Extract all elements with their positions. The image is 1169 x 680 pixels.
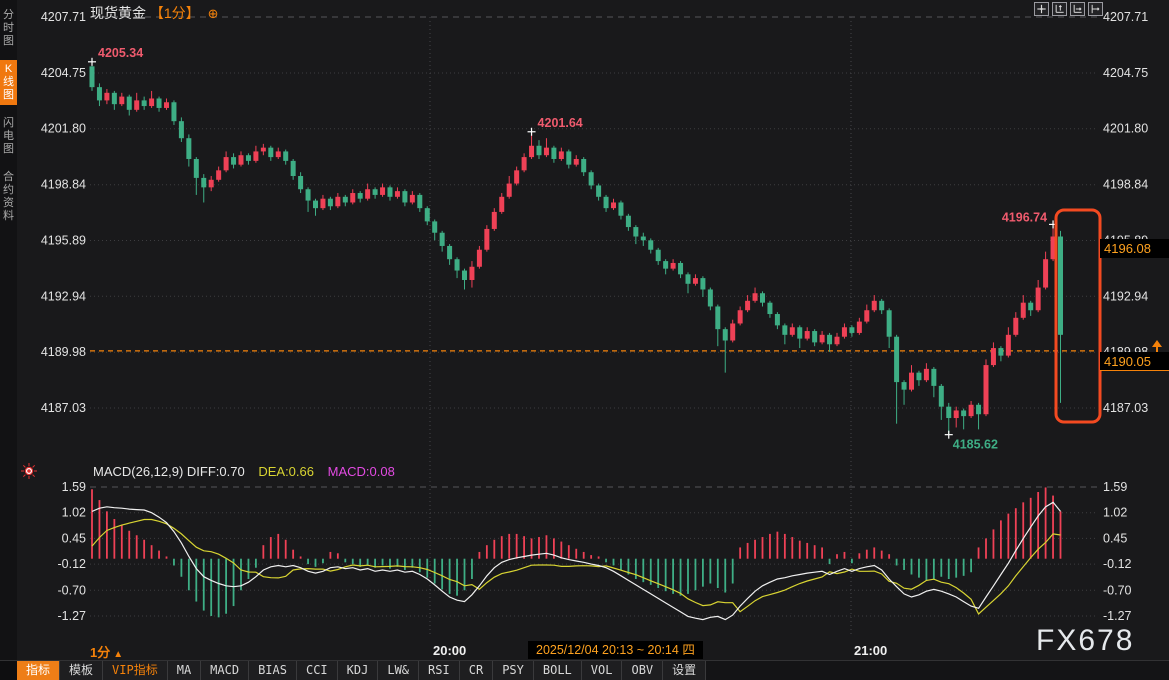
chart-title: 现货黄金 【1分】 ⊕ [90,3,218,23]
indicator-tab-LW&[interactable]: LW& [378,661,420,680]
svg-text:4185.62: 4185.62 [953,438,998,452]
indicator-tab-RSI[interactable]: RSI [419,661,460,680]
macd-axis-label-left: 1.59 [62,480,86,494]
current-price-tag: 4196.08 [1100,239,1169,258]
price-axis-label-right: 4204.75 [1103,66,1148,80]
macd-params-diff-value: MACD(26,12,9) DIFF:0.70 [93,464,245,479]
svg-text:4205.34: 4205.34 [98,46,143,60]
sidebar-tab-3[interactable]: 合约资料 [3,171,14,222]
sidebar-tab-0[interactable]: 分时图 [3,9,14,47]
price-axis-label-left: 4187.03 [41,401,86,415]
indicator-tab-指标[interactable]: 指标 [17,661,61,680]
period-selector[interactable]: 1分 ▲ [90,642,123,661]
macd-axis-label-right: 1.02 [1103,506,1127,520]
macd-histogram [91,487,1062,618]
macd-axis-label-right: -1.27 [1103,609,1132,623]
add-indicator-icon[interactable]: ⊕ [207,6,219,21]
price-axis-label-right: 4198.84 [1103,178,1148,192]
sidebar-tab-2[interactable]: 闪电图 [3,117,14,155]
symbol-name: 现货黄金 [90,5,146,21]
indicator-tab-VIP指标[interactable]: VIP指标 [103,661,168,680]
macd-axis-label-left: -1.27 [58,609,87,623]
indicator-tab-BIAS[interactable]: BIAS [249,661,297,680]
svg-text:4196.74: 4196.74 [1002,210,1047,224]
price-chart-canvas[interactable]: 4207.71 4207.71 4204.75 4204.75 4201.80 4201.… [0,0,1169,660]
chevron-up-icon: ▲ [113,649,124,660]
macd-axis-label-left: -0.12 [58,557,87,571]
price-axis-label-left: 4201.80 [41,122,86,136]
macd-axis-label-right: -0.70 [1103,583,1132,597]
indicator-tab-BOLL[interactable]: BOLL [533,661,582,680]
brand-watermark: FX678 [1036,624,1135,657]
pan-icon[interactable] [1034,2,1049,16]
last-candle-highlight-box [1054,208,1102,424]
svg-text:4201.64: 4201.64 [538,116,583,130]
time-axis-label: 21:00 [854,643,887,658]
macd-axis-label-left: 1.02 [62,506,86,520]
last-trade-price-tag: 4190.05 [1100,352,1169,371]
indicator-tab-OBV[interactable]: OBV [622,661,664,680]
indicator-tab-MA[interactable]: MA [167,661,202,680]
macd-value: MACD:0.08 [327,464,395,479]
y-axis-scale-icon[interactable] [1052,2,1067,16]
candlestick-series [89,61,1063,435]
price-annotation: 4196.74 [1002,210,1058,229]
price-axis-label-right: 4207.71 [1103,10,1148,24]
price-axis-label-left: 4189.98 [41,345,86,359]
price-up-arrow-icon [1152,340,1162,347]
macd-axis-label-left: -0.70 [58,583,87,597]
price-axis-label-left: 4192.94 [41,289,86,303]
macd-axis-label-right: 1.59 [1103,480,1127,494]
indicator-tab-VOL[interactable]: VOL [581,661,623,680]
price-annotation: 4201.64 [527,116,583,136]
period-value: 1分 [90,645,111,660]
shift-right-icon[interactable] [1088,2,1103,16]
macd-axis-label-left: 0.45 [62,531,86,545]
macd-dea-line [91,518,1061,615]
macd-indicator-header: MACD(26,12,9) DIFF:0.70 DEA:0.66 MACD:0.… [93,464,395,479]
interval-label: 【1分】 [149,5,200,21]
price-axis-label-right: 4201.80 [1103,122,1148,136]
chart-type-sidebar: 分时图 K线图闪电图合约资料 [0,0,17,660]
price-annotation: 4185.62 [944,430,998,452]
price-annotation: 4205.34 [88,46,143,66]
price-axis-label-right: 4192.94 [1103,289,1148,303]
chart-toolbar-icons [1034,2,1103,16]
macd-axis-label-right: -0.12 [1103,557,1132,571]
price-axis-label-left: 4207.71 [41,10,86,24]
indicator-tab-CR[interactable]: CR [459,661,494,680]
time-axis-label: 20:00 [433,643,466,658]
sidebar-tab-1[interactable]: K线图 [0,60,17,105]
indicator-tab-PSY[interactable]: PSY [493,661,534,680]
price-axis-label-left: 4204.75 [41,66,86,80]
indicator-tab-KDJ[interactable]: KDJ [337,661,379,680]
macd-diff-line [91,501,1061,621]
indicator-tab-CCI[interactable]: CCI [296,661,338,680]
price-axis-label-left: 4195.89 [41,233,86,247]
indicator-settings-icon[interactable] [21,463,37,479]
toolbar-spacer [0,661,17,680]
indicator-tab-MACD[interactable]: MACD [201,661,250,680]
indicator-toolbar: 指标 模板 VIP指标 MA MACD BIAS CCI KDJ LW& RSI CR PSY BOLL… [0,660,1169,680]
indicator-tab-设置[interactable]: 设置 [663,661,707,680]
x-axis-scale-icon[interactable] [1070,2,1085,16]
indicator-tab-模板[interactable]: 模板 [60,661,104,680]
date-range-label: 2025/12/04 20:13 ~ 20:14 四 [528,641,703,659]
macd-axis-label-right: 0.45 [1103,531,1127,545]
price-axis-label-left: 4198.84 [41,178,86,192]
macd-dea-value: DEA:0.66 [258,464,314,479]
price-axis-label-right: 4187.03 [1103,401,1148,415]
